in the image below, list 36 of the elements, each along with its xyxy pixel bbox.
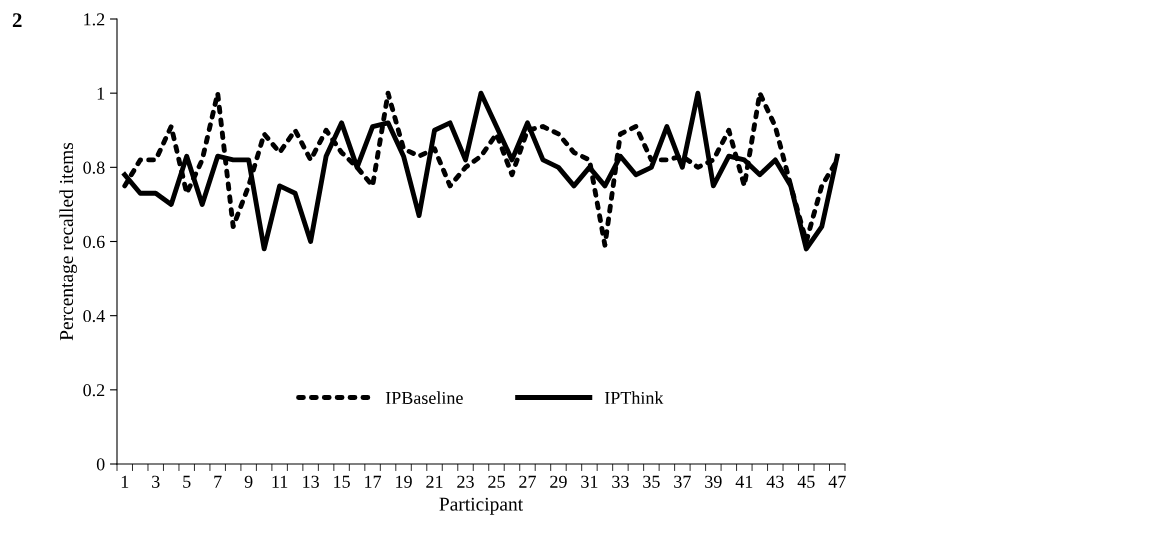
y-tick-label: 1.2 (84, 13, 105, 26)
y-axis-title: Percentage recalled items (59, 142, 78, 341)
x-tick-label: 25 (488, 475, 505, 488)
legend-label: IPBaseline (385, 391, 463, 405)
x-tick-label: 29 (550, 475, 567, 488)
text: 2 (12, 13, 22, 28)
x-tick-label: 39 (705, 475, 722, 488)
y-tick-label: 0.2 (83, 384, 105, 397)
x-tick-label: 1 (121, 475, 129, 488)
x-tick-label: 15 (334, 475, 350, 488)
x-tick-label: 21 (426, 475, 443, 488)
x-tick-label: 37 (674, 475, 691, 488)
x-tick-label: 33 (612, 475, 629, 488)
x-tick-label: 31 (581, 475, 598, 488)
x-tick-label: 3 (152, 475, 160, 488)
legend-label: IPThink (604, 391, 664, 404)
x-tick-label: 47 (828, 475, 846, 488)
y-tick-label: 0.8 (83, 161, 105, 174)
x-tick-label: 41 (735, 475, 753, 488)
x-tick-label: 17 (365, 475, 382, 488)
x-tick-label: 43 (766, 475, 784, 488)
x-tick-label: 11 (272, 475, 288, 488)
y-tick-label: 1 (97, 87, 105, 100)
x-tick-label: 27 (519, 475, 536, 488)
x-tick-label: 7 (214, 475, 222, 488)
y-tick-label: 0.6 (83, 235, 105, 249)
x-axis-title: Participant (439, 497, 523, 515)
x-tick-label: 9 (244, 475, 253, 488)
y-tick-label: 0 (96, 458, 105, 471)
x-tick-label: 35 (643, 475, 660, 488)
x-tick-label: 23 (457, 475, 474, 488)
x-tick-label: 13 (303, 475, 319, 488)
x-tick-label: 5 (183, 475, 191, 488)
y-tick-label: 0.4 (83, 309, 105, 323)
x-tick-label: 19 (396, 475, 412, 488)
x-tick-label: 45 (797, 475, 815, 488)
